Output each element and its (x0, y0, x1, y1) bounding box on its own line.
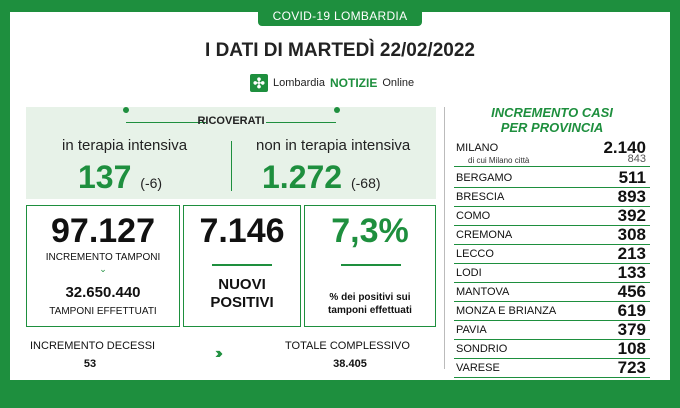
province-row: MANTOVA 456 (454, 282, 650, 302)
province-name: COMO (456, 210, 491, 222)
province-row: CREMONA 308 (454, 225, 650, 245)
dot-left (123, 107, 129, 113)
positivi-value: 7.146 (199, 212, 285, 250)
tamponi-increment-label: INCREMENTO TAMPONI (45, 252, 161, 263)
decessi-block: INCREMENTO DECESSI 53 (30, 340, 155, 370)
province-value: 379 (617, 320, 646, 339)
brand-prefix: Lombardia (273, 77, 325, 89)
percent-label1: % dei positivi sui (329, 292, 411, 303)
province-row-milano: MILANO 2.140 di cui Milano città 843 (454, 138, 650, 167)
province-row: BRESCIA 893 (454, 187, 650, 207)
decessi-total-value: 38.405 (333, 358, 367, 370)
province-name: MONZA E BRIANZA (456, 305, 557, 317)
nti-label: non in terapia intensiva (256, 137, 411, 154)
positivi-label1: NUOVI (218, 276, 266, 293)
province-name: BERGAMO (456, 172, 513, 184)
province-name: LECCO (456, 248, 494, 260)
positivi-underline (212, 264, 272, 266)
province-title-line2: PER PROVINCIA (500, 120, 604, 135)
province-name: MANTOVA (456, 286, 510, 298)
province-name: BRESCIA (456, 191, 505, 203)
province-value: 308 (617, 225, 646, 244)
nti-value-wrap: 1.272 (-68) (262, 159, 381, 196)
line-left (126, 122, 206, 123)
province-name: PAVIA (456, 324, 487, 336)
province-title-line1: INCREMENTO CASI (491, 105, 613, 120)
decessi-total-label: TOTALE COMPLESSIVO (285, 340, 410, 352)
percent-underline (341, 264, 401, 266)
province-value: 213 (617, 244, 646, 263)
province-value: 108 (617, 339, 646, 358)
province-name: SONDRIO (456, 343, 508, 355)
province-value: 2.140 (603, 138, 646, 157)
percent-label2: tamponi effettuati (328, 305, 412, 316)
province-value: 456 (617, 282, 646, 301)
province-name: VARESE (456, 362, 500, 374)
nti-value: 1.272 (262, 159, 343, 195)
province-value: 893 (617, 187, 646, 206)
province-name: MILANO (456, 142, 499, 154)
ricoverati-divider (231, 141, 232, 191)
decessi-total-block: TOTALE COMPLESSIVO 38.405 (285, 340, 415, 370)
province-value: 723 (617, 358, 646, 377)
ti-value: 137 (78, 159, 132, 195)
province-value: 619 (617, 301, 646, 320)
chevron-right-icon: ››› (215, 345, 223, 362)
province-row: BERGAMO 511 (454, 168, 650, 188)
covid-tag: COVID-19 LOMBARDIA (258, 6, 422, 26)
province-name: LODI (456, 267, 482, 279)
province-row: LECCO 213 (454, 244, 650, 264)
province-row: VARESE 723 (454, 358, 650, 378)
ti-label: in terapia intensiva (62, 137, 188, 154)
decessi-value: 53 (83, 358, 97, 370)
tamponi-total-label: TAMPONI EFFETTUATI (49, 306, 157, 317)
province-value: 511 (618, 168, 646, 187)
chevron-down-icon: ⌄ (99, 264, 107, 274)
province-value: 392 (617, 206, 646, 225)
province-row: SONDRIO 108 (454, 339, 650, 359)
province-value: 133 (617, 263, 646, 282)
brand: ✣ Lombardia NOTIZIE Online (250, 73, 414, 93)
positivi-card: 7.146 NUOVI POSITIVI (183, 205, 301, 327)
milano-city-value: 843 (627, 153, 646, 165)
line-right (266, 122, 336, 123)
province-row: COMO 392 (454, 206, 650, 226)
percent-value: 7,3% (331, 212, 409, 250)
dot-right (334, 107, 340, 113)
province-row: PAVIA 379 (454, 320, 650, 340)
ti-value-wrap: 137 (-6) (78, 159, 162, 196)
nti-delta: (-68) (350, 175, 381, 191)
left-border (0, 0, 10, 408)
province-row: LODI 133 (454, 263, 650, 283)
tamponi-increment: 97.127 (51, 212, 155, 250)
province-divider (444, 107, 445, 369)
province-name: CREMONA (456, 229, 513, 241)
province-title: INCREMENTO CASI PER PROVINCIA (454, 105, 650, 135)
right-border (670, 0, 680, 408)
percent-card: 7,3% % dei positivi sui tamponi effettua… (304, 205, 436, 327)
tamponi-total: 32.650.440 (65, 284, 141, 301)
brand-main: NOTIZIE (329, 76, 378, 90)
positivi-label2: POSITIVI (210, 294, 274, 311)
brand-suffix: Online (382, 77, 415, 89)
ti-delta: (-6) (140, 175, 163, 191)
decessi-label: INCREMENTO DECESSI (30, 340, 156, 352)
province-row: MONZA E BRIANZA 619 (454, 301, 650, 321)
page-title: I DATI DI MARTEDÌ 22/02/2022 (205, 40, 475, 61)
ricoverati-label: RICOVERATI (197, 115, 265, 127)
tamponi-card: 97.127 INCREMENTO TAMPONI ⌄ 32.650.440 T… (26, 205, 180, 327)
lombardia-logo-icon: ✣ (250, 74, 268, 92)
milano-city-note: di cui Milano città (468, 156, 530, 165)
ricoverati-panel: RICOVERATI in terapia intensiva 137 (-6)… (26, 107, 436, 199)
